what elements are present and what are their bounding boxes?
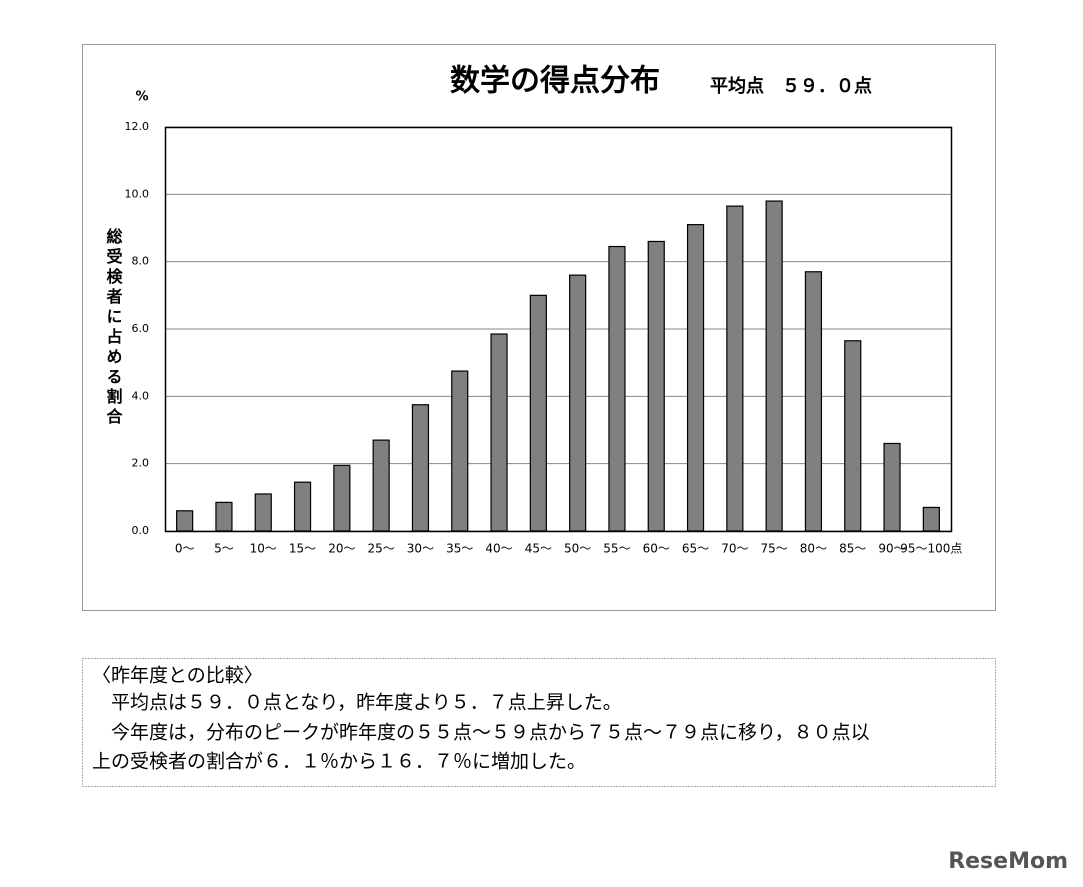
y-axis-label: 総受検者に占める割合: [104, 227, 124, 428]
bar: [333, 464, 351, 532]
y-tick-label: 8.0: [132, 255, 150, 268]
x-tick-label: 15～: [289, 542, 316, 556]
bar: [529, 294, 547, 532]
bar: [922, 506, 940, 532]
chart-subtitle: 平均点 ５９．０点: [710, 75, 872, 97]
x-tick-label: 50～: [564, 542, 591, 556]
x-tick-label: 30～: [407, 542, 434, 556]
chart-title: 数学の得点分布: [450, 64, 660, 99]
x-tick-label: 70～: [721, 542, 748, 556]
x-tick-label: 25～: [368, 542, 395, 556]
comparison-line: 〈昨年度との比較〉: [92, 665, 263, 687]
x-tick-label: 60～: [643, 542, 670, 556]
comparison: 〈昨年度との比較〉 平均点は５９．０点となり，昨年度より５．７点上昇した。 今年…: [92, 665, 870, 773]
bar: [726, 205, 744, 532]
bar: [569, 274, 587, 532]
x-tick-label: 55～: [603, 542, 630, 556]
x-tick-label: 10～: [250, 542, 277, 556]
bar: [215, 501, 233, 532]
y-tick-label: 0.0: [132, 524, 150, 537]
watermark: ReseMom: [948, 849, 1068, 874]
y-tick-label: 12.0: [125, 120, 150, 133]
x-tick-label: 40～: [485, 542, 512, 556]
comparison-line: 今年度は，分布のピークが昨年度の５５点～５９点から７５点～７９点に移り，８０点以: [92, 722, 870, 744]
bar: [608, 245, 626, 532]
bar: [844, 340, 862, 532]
x-tick-label: 80～: [800, 542, 827, 556]
bar: [451, 370, 469, 532]
bar: [647, 240, 665, 532]
bar: [883, 442, 901, 532]
x-tick-label: 35～: [446, 542, 473, 556]
comparison-line: 平均点は５９．０点となり，昨年度より５．７点上昇した。: [92, 692, 622, 714]
y-tick-label: 10.0: [125, 187, 150, 200]
bar: [176, 510, 194, 532]
x-tick-label: 20～: [328, 542, 355, 556]
bar: [372, 439, 390, 532]
bar: [254, 493, 272, 532]
x-tick-label: 95～100点: [900, 542, 962, 556]
x-tick-label: 65～: [682, 542, 709, 556]
y-tick-label: 6.0: [132, 322, 150, 335]
x-tick-label: 85～: [839, 542, 866, 556]
x-tick-label: 45～: [525, 542, 552, 556]
bar: [686, 224, 705, 532]
x-tick-label: 0～: [175, 542, 195, 556]
y-unit: %: [135, 90, 148, 105]
bar: [804, 271, 823, 532]
plot-frame: [164, 126, 953, 533]
bar: [765, 200, 783, 532]
comparison-line: 上の受検者の割合が６．１％から１６．７％に増加した。: [92, 751, 586, 773]
x-tick-label: 90～: [878, 542, 905, 556]
bar: [293, 481, 312, 532]
x-tick-label: 75～: [761, 542, 788, 556]
comparison-box: [82, 658, 996, 787]
y-tick-label: 4.0: [132, 389, 150, 402]
y-tick-label: 2.0: [132, 457, 150, 470]
bar: [411, 404, 430, 532]
bar: [490, 333, 508, 532]
x-tick-label: 5～: [214, 542, 234, 556]
